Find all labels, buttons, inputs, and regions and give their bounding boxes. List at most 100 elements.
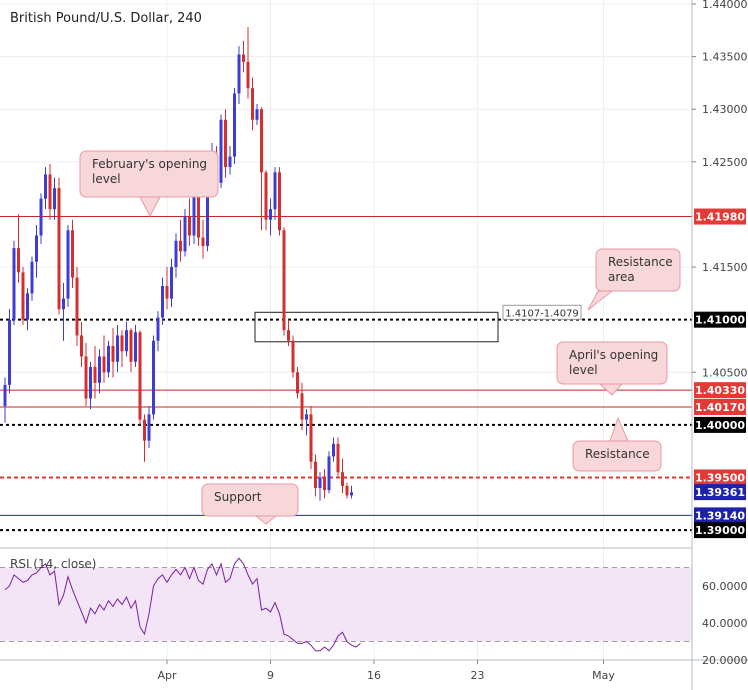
candle-body <box>66 230 70 299</box>
candle-body <box>84 356 88 399</box>
candle-body <box>255 109 259 120</box>
candle-body <box>44 174 47 199</box>
candle-body <box>305 414 308 420</box>
candle-body <box>314 461 317 489</box>
level-badge <box>694 522 746 539</box>
candle-body <box>102 356 106 373</box>
candle-body <box>93 367 97 383</box>
candle-body <box>282 230 286 331</box>
zone-label: 1.4107-1.4079 <box>505 308 579 319</box>
callout-text: area <box>608 270 635 284</box>
callout-text: level <box>569 363 598 377</box>
level-badge-text: 1.41000 <box>695 314 745 327</box>
level-badge-text: 1.39500 <box>695 472 745 485</box>
candle-body <box>264 172 268 220</box>
candle-body <box>12 248 16 320</box>
candle-body <box>336 443 340 473</box>
rsi-tick-label: 20.0000 <box>702 654 748 667</box>
candle-body <box>278 172 281 231</box>
candle-body <box>170 267 173 299</box>
price-tick-label: 1.43500 <box>702 51 748 64</box>
candle-body <box>134 332 137 362</box>
candle-body <box>296 372 299 394</box>
x-tick-label: 9 <box>267 669 274 682</box>
chart-title: British Pound/U.S. Dollar, 240 <box>10 11 202 26</box>
candle-body <box>107 345 110 373</box>
candle-body <box>350 492 353 496</box>
callout-text: level <box>92 172 121 186</box>
candle-body <box>197 195 200 238</box>
candle-body <box>341 472 344 486</box>
level-badge <box>694 311 746 328</box>
candle-body <box>242 54 245 62</box>
resistance-zone-box <box>254 311 499 343</box>
callout-box <box>556 341 668 385</box>
candle-body <box>152 340 155 415</box>
x-tick-label: Apr <box>157 669 177 682</box>
candle-body <box>260 109 263 173</box>
price-tick-label: 1.40500 <box>702 366 748 379</box>
candle-body <box>287 330 290 341</box>
callout-box <box>79 150 219 198</box>
candle-body <box>291 340 295 373</box>
candle-body <box>309 414 313 462</box>
level-badge <box>694 507 746 524</box>
candle-body <box>206 182 209 247</box>
candle-body <box>323 477 326 491</box>
candle-body <box>116 335 119 362</box>
candle-body <box>98 356 101 383</box>
candle-body <box>345 485 349 496</box>
candle-body <box>192 195 196 236</box>
callout-box <box>572 440 662 472</box>
candle-body <box>188 216 191 236</box>
candle-body <box>183 216 187 252</box>
candle-body <box>269 209 272 220</box>
level-badge-text: 1.39361 <box>695 486 745 499</box>
candle-body <box>26 293 29 320</box>
candle-body <box>48 174 52 210</box>
candle-body <box>17 248 20 273</box>
candle-body <box>111 345 115 362</box>
candle-body <box>80 335 83 357</box>
price-tick-label: 1.44000 <box>702 0 748 11</box>
price-tick-label: 1.42500 <box>702 156 748 169</box>
zone-label-box <box>502 304 582 320</box>
level-badge-text: 1.39140 <box>695 509 745 522</box>
level-badge-text: 1.40330 <box>695 384 745 397</box>
candle-body <box>138 332 142 420</box>
callout-text: Resistance <box>585 447 650 461</box>
candle-body <box>318 477 322 489</box>
level-badge <box>694 469 746 486</box>
candle-body <box>8 319 11 385</box>
callout-text: Support <box>214 490 262 504</box>
level-badge <box>694 382 746 399</box>
candle-body <box>147 414 151 441</box>
candle-body <box>120 335 124 352</box>
rsi-label: RSI (14, close) <box>10 557 96 571</box>
candle-body <box>174 240 178 268</box>
candle-body <box>300 393 304 420</box>
candle-body <box>21 272 25 320</box>
level-badge-text: 1.40000 <box>695 419 745 432</box>
callout-text: February's opening <box>92 157 207 171</box>
candle-body <box>62 298 65 310</box>
level-badge <box>694 484 746 501</box>
callout-text: Resistance <box>608 255 673 269</box>
level-badge-text: 1.39000 <box>695 524 745 537</box>
price-tick-label: 1.43000 <box>702 103 748 116</box>
candle-body <box>332 443 335 457</box>
candle-body <box>233 93 236 157</box>
rsi-tick-label: 40.0000 <box>702 617 748 630</box>
candle-body <box>156 317 160 341</box>
candle-body <box>129 330 133 362</box>
candle-body <box>89 367 92 399</box>
candle-body <box>35 235 38 262</box>
candle-body <box>57 188 61 310</box>
candle-body <box>201 237 205 247</box>
level-badge <box>694 208 746 225</box>
candle-body <box>228 156 232 168</box>
